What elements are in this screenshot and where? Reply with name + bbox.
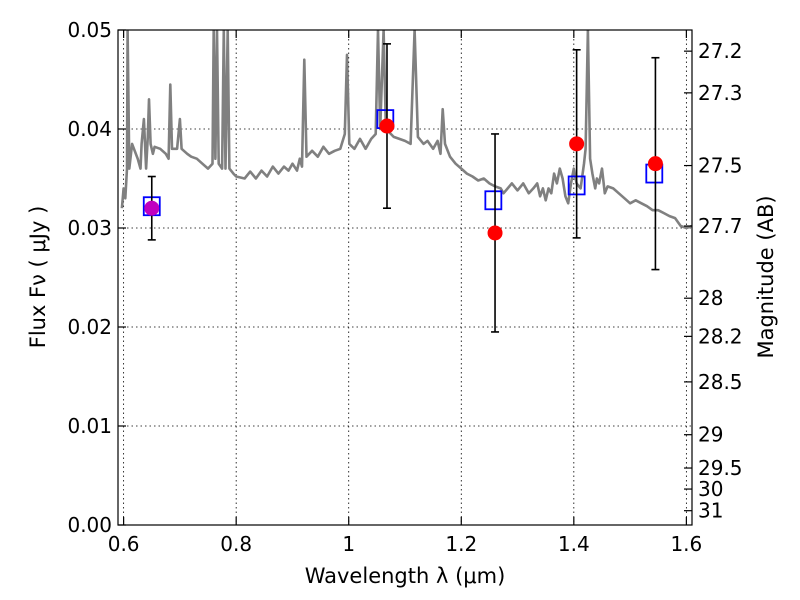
observed-point (487, 225, 503, 241)
y2-tick-label: 28.2 (698, 324, 743, 348)
y2-tick-label: 28 (698, 286, 723, 310)
observed-point (379, 118, 395, 134)
observed-point (144, 200, 160, 216)
observed-point (647, 156, 663, 172)
y-tick-label: 0.03 (67, 216, 112, 240)
x-axis-title: Wavelength λ (μm) (305, 564, 506, 588)
x-tick-label: 1 (342, 532, 355, 556)
model-spectrum (120, 30, 692, 230)
x-tick-label: 0.8 (220, 532, 252, 556)
plot-frame (117, 29, 693, 526)
spectrum-line (120, 30, 692, 230)
y2-tick-label: 27.2 (698, 39, 743, 63)
y2-tick-label: 30 (698, 477, 723, 501)
y2-tick-label: 27.7 (698, 214, 743, 238)
y-axis: 0.00 0.01 0.02 0.03 0.04 0.05 (67, 18, 126, 537)
y2-tick-label: 27.3 (698, 81, 743, 105)
y-tick-label: 0.04 (67, 117, 112, 141)
y2-tick-label: 31 (698, 499, 723, 523)
grid (118, 29, 692, 526)
y-tick-label: 0.00 (67, 513, 112, 537)
x-tick-label: 1.6 (670, 532, 702, 556)
observed-photometry (144, 43, 663, 333)
y-axis-title: Flux Fν ( μJy ) (26, 206, 50, 349)
observed-point (569, 136, 585, 152)
x-tick-label: 0.6 (108, 532, 140, 556)
y2-axis-title: Magnitude (AB) (754, 195, 778, 358)
y2-tick-label: 29 (698, 423, 723, 447)
y2-tick-label: 27.5 (698, 154, 743, 178)
x-tick-label: 1.4 (558, 532, 590, 556)
x-axis: 0.6 0.8 1 1.2 1.4 1.6 (108, 30, 702, 556)
y2-tick-label: 28.5 (698, 370, 743, 394)
y2-tick-label: 29.5 (698, 456, 743, 480)
model-photometry-square (484, 190, 503, 211)
y-tick-label: 0.01 (67, 414, 112, 438)
y-tick-label: 0.05 (67, 18, 112, 42)
x-tick-label: 1.2 (445, 532, 477, 556)
y-tick-label: 0.02 (67, 315, 112, 339)
